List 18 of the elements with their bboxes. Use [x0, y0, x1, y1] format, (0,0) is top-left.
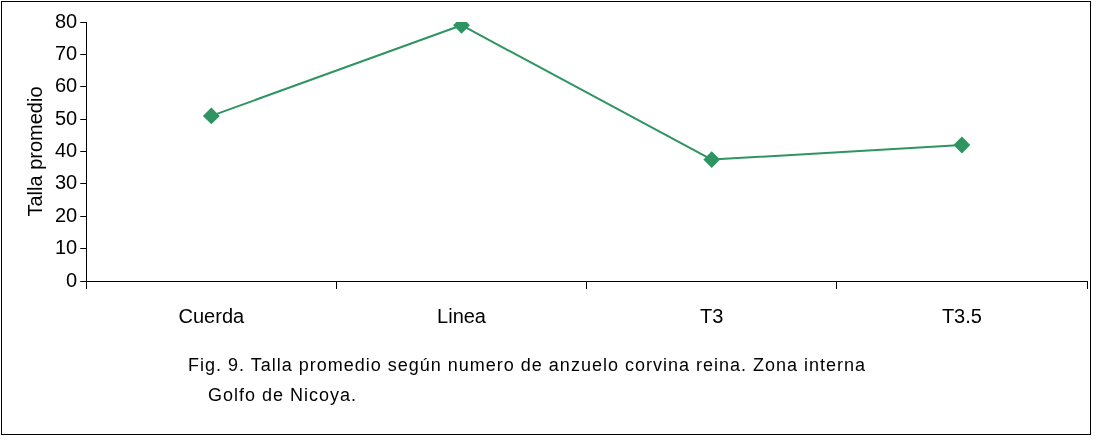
y-tick-label: 0: [66, 268, 78, 291]
point: [953, 137, 970, 154]
y-tick-label: 70: [55, 41, 78, 64]
point: [703, 151, 720, 168]
x-tick-label: T3.5: [941, 304, 982, 327]
x-tick-label: Linea: [437, 304, 487, 327]
point: [203, 107, 220, 124]
y-tick-label: 20: [55, 203, 78, 226]
y-tick-label: 50: [55, 106, 78, 129]
x-tick-label: Cuerda: [178, 304, 246, 327]
y-tick-label: 40: [55, 139, 78, 162]
y-tick-label: 10: [55, 236, 78, 259]
caption: Fig. 9. Talla promedio según numero de anzuelo corvina reina. Zona interna Golfo de Nicoya.: [188, 354, 868, 407]
y-tick-label: 80: [55, 9, 78, 32]
y-tick-label: 30: [55, 171, 78, 194]
y-axis-title: Talla promedio: [23, 86, 46, 217]
y-tick-label: 60: [55, 74, 78, 97]
x-tick-label: T3: [700, 304, 724, 327]
